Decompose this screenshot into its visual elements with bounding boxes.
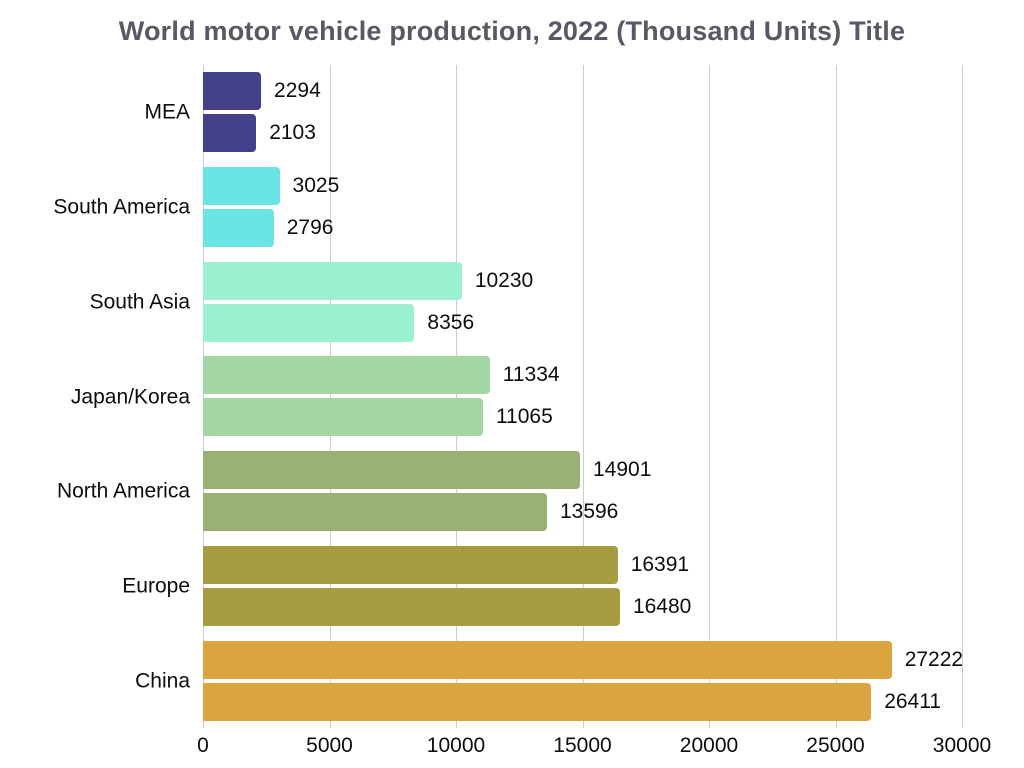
bar — [203, 545, 618, 584]
x-tick-label: 15000 — [553, 734, 612, 757]
gridline — [203, 65, 204, 728]
bar-value-label: 26411 — [884, 689, 942, 713]
bar-group: 14901 13596 — [203, 444, 962, 539]
bar-value-label: 14901 — [592, 458, 652, 482]
category-label: China — [135, 669, 190, 693]
x-tick-label: 5000 — [306, 734, 353, 757]
bar-row: 2103 — [203, 114, 962, 153]
bar-group-inner: 16391 16480 — [203, 539, 962, 634]
category-label: MEA — [144, 100, 190, 124]
bar-group: 10230 8356 — [203, 254, 962, 349]
gridline — [709, 65, 710, 728]
x-tick-label: 30000 — [932, 734, 992, 757]
bar — [203, 114, 257, 153]
plot-area: 2294 2103 3025 2796 10230 8356 11334 11065 14901… — [203, 65, 964, 728]
bar — [203, 303, 415, 342]
bar-row: 11334 — [203, 356, 962, 395]
gridline — [962, 65, 963, 728]
bar-value-label: 11065 — [495, 405, 553, 429]
bar-group: 3025 2796 — [203, 160, 962, 255]
bar-row: 8356 — [203, 303, 962, 342]
gridline — [456, 65, 457, 728]
x-tick-label: 0 — [197, 734, 209, 757]
x-tick-label: 10000 — [426, 734, 486, 757]
category-label: South Asia — [89, 290, 190, 314]
bar-row: 26411 — [203, 682, 962, 721]
bar-row: 13596 — [203, 493, 962, 532]
category-label: North America — [56, 479, 190, 503]
bar-row: 16391 — [203, 545, 962, 584]
bar-value-label: 16480 — [632, 594, 692, 618]
bar-group-inner: 14901 13596 — [203, 444, 962, 539]
bar-row: 3025 — [203, 167, 962, 206]
bar-group: 16391 16480 — [203, 539, 962, 634]
bar-value-label: 13596 — [559, 500, 619, 524]
category-label: South America — [53, 195, 190, 219]
bar-group-inner: 10230 8356 — [203, 254, 962, 349]
bar-value-label: 16391 — [630, 552, 690, 576]
bar — [203, 72, 262, 111]
bar — [203, 640, 892, 679]
bar — [203, 682, 872, 721]
bar — [203, 398, 483, 437]
bar — [203, 587, 620, 626]
category-label: Japan/Korea — [70, 385, 190, 408]
x-tick-label: 20000 — [679, 734, 739, 757]
bar-row: 10230 — [203, 261, 962, 300]
bar-row: 11065 — [203, 398, 962, 437]
bar-value-label: 11334 — [502, 363, 560, 387]
chart-title: World motor vehicle production, 2022 (Th… — [118, 16, 906, 46]
category-label: Europe — [122, 574, 190, 598]
bar-row: 27222 — [203, 640, 964, 679]
bar — [203, 167, 280, 206]
bar-row: 14901 — [203, 451, 962, 490]
bar-group: 11334 11065 — [203, 349, 962, 444]
bar — [203, 493, 547, 532]
bar-group-inner: 3025 2796 — [203, 160, 962, 255]
bar-group-inner: 27222 26411 — [203, 633, 964, 728]
bar-value-label: 27222 — [904, 647, 964, 671]
gridline — [329, 65, 331, 728]
x-tick-label: 25000 — [806, 734, 865, 757]
bar-row: 2796 — [203, 209, 962, 248]
bar — [203, 261, 462, 300]
bar — [203, 209, 274, 248]
bar-group-inner: 11334 11065 — [203, 349, 962, 444]
bar — [203, 451, 580, 490]
bar-value-label: 10230 — [474, 268, 534, 292]
bar-value-label: 2103 — [269, 121, 316, 145]
bar-group: 2294 2103 — [203, 65, 962, 160]
bar-value-label: 8356 — [427, 310, 475, 334]
bar-value-label: 2796 — [286, 216, 334, 240]
bar-value-label: 2294 — [274, 79, 321, 103]
bar-group-inner: 2294 2103 — [203, 65, 962, 160]
bar-row: 16480 — [203, 587, 962, 626]
gridline — [582, 65, 584, 728]
gridline — [835, 65, 837, 728]
bar-value-label: 3025 — [292, 174, 340, 198]
bar-group: 27222 26411 — [203, 633, 964, 728]
bar — [203, 356, 490, 395]
bar-row: 2294 — [203, 72, 962, 111]
